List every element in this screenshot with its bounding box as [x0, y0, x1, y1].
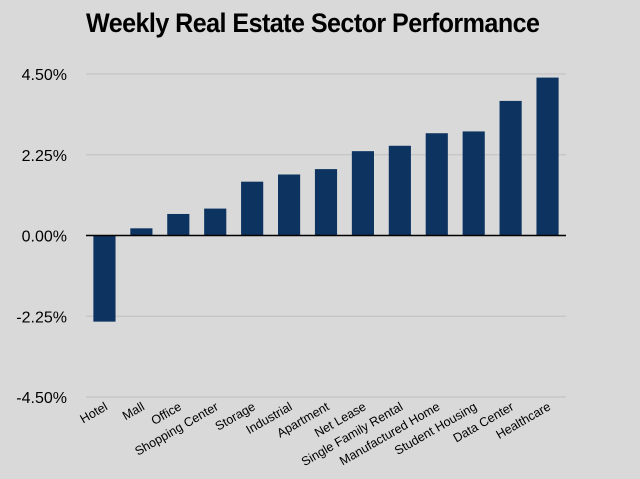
bar	[130, 228, 153, 236]
y-tick-label: -2.25%	[16, 309, 67, 326]
bar	[499, 100, 522, 236]
bar	[278, 174, 301, 236]
chart-title: Weekly Real Estate Sector Performance	[86, 8, 540, 38]
bar	[351, 151, 374, 236]
bar	[241, 181, 264, 236]
bar	[314, 169, 338, 236]
bars	[93, 77, 559, 322]
bar	[388, 145, 411, 236]
y-tick-label: 4.50%	[22, 67, 67, 84]
x-tick-label: Mall	[120, 399, 147, 423]
y-tick-labels: 4.50% 2.25% 0.00% -2.25% -4.50%	[16, 67, 67, 407]
y-tick-label: 2.25%	[22, 148, 67, 165]
bar	[462, 131, 485, 236]
y-tick-label: 0.00%	[22, 229, 67, 246]
bar	[93, 235, 116, 322]
bar	[425, 133, 448, 236]
bar	[167, 213, 190, 236]
bar	[204, 208, 227, 236]
x-tick-label: Hotel	[78, 399, 110, 426]
bar	[536, 77, 559, 236]
y-tick-label: -4.50%	[16, 390, 67, 407]
gridlines	[86, 73, 566, 398]
